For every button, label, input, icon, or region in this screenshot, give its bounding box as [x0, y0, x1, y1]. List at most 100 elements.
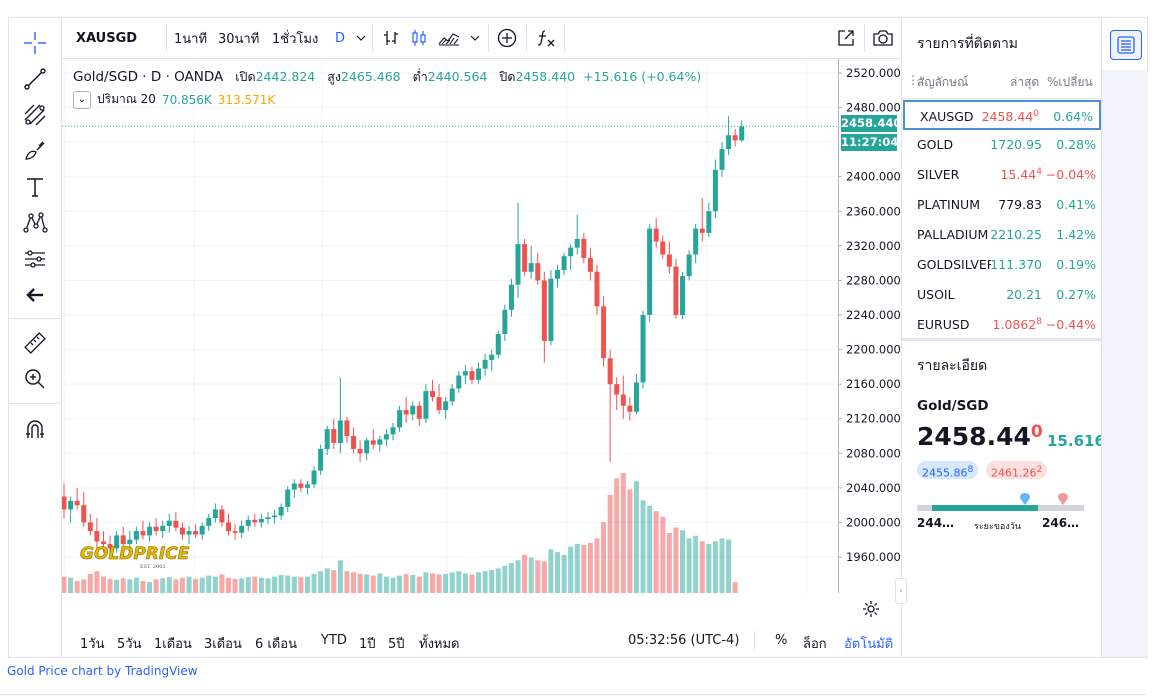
- log-scale-toggle[interactable]: ล็อก: [803, 637, 827, 652]
- volume-bar: [166, 577, 172, 593]
- auto-scale-toggle[interactable]: อัตโนมัติ: [844, 637, 894, 652]
- fib-tool-icon[interactable]: [19, 100, 51, 130]
- volume-bar: [370, 575, 376, 593]
- watchlist-last: 1.08628: [993, 317, 1042, 332]
- volume-bar: [555, 552, 560, 593]
- watchlist-symbol: GOLDSILVER: [917, 257, 991, 272]
- watchlist-row[interactable]: XAUSGD 2458.440 0.64%: [903, 100, 1101, 130]
- bars-style-icon[interactable]: [380, 18, 402, 58]
- drag-handle-icon[interactable]: ⋮: [907, 73, 919, 87]
- candle-body: [100, 541, 106, 545]
- price-tick-label: 2280.000: [846, 273, 900, 287]
- interval-1m-button[interactable]: 1นาที: [174, 31, 208, 47]
- indicators-fx-icon[interactable]: [534, 18, 558, 58]
- volume-bar: [258, 577, 264, 593]
- timezone-clock[interactable]: 05:32:56 (UTC-4): [628, 633, 740, 648]
- watchlist-toggle-icon[interactable]: [1110, 30, 1142, 60]
- tradingview-attribution-link[interactable]: Gold Price chart by TradingView: [7, 664, 198, 678]
- last-price-label: 2458.440: [841, 115, 902, 132]
- open-external-icon[interactable]: [834, 18, 858, 58]
- zoom-in-icon[interactable]: [19, 364, 51, 394]
- price-tick-label: 2480.000: [846, 101, 900, 115]
- range-1m-button[interactable]: 1เดือน: [154, 637, 192, 652]
- candle-body: [344, 420, 350, 436]
- volume-bar: [594, 538, 600, 593]
- camera-snapshot-icon[interactable]: [870, 18, 896, 58]
- watchlist-row[interactable]: GOLD 1720.95 0.28%: [902, 130, 1102, 160]
- range-5d-button[interactable]: 5วัน: [117, 637, 142, 652]
- crosshair-icon[interactable]: [19, 28, 51, 58]
- trend-line-icon[interactable]: [19, 64, 51, 94]
- legend-low-label: ต่ำ: [412, 69, 428, 84]
- watchlist-row[interactable]: SILVER 15.444 −0.04%: [902, 160, 1102, 190]
- candles-style-icon[interactable]: [408, 18, 430, 58]
- interval-1h-button[interactable]: 1ชั่วโมง: [272, 31, 319, 47]
- interval-d-button[interactable]: D: [335, 30, 346, 46]
- chart-style-dropdown-icon[interactable]: [468, 18, 482, 58]
- range-1d-button[interactable]: 1วัน: [80, 637, 105, 652]
- pattern-tool-icon[interactable]: [19, 208, 51, 238]
- candle-body: [331, 429, 337, 443]
- watchlist-row[interactable]: USOIL 20.21 0.27%: [902, 280, 1102, 310]
- volume-bar: [291, 576, 297, 593]
- watchlist-row[interactable]: PALLADIUM 2210.25 1.42%: [902, 220, 1102, 250]
- col-header-last[interactable]: ล่าสุด: [1010, 75, 1040, 89]
- range-1y-button[interactable]: 1ปี: [359, 637, 376, 652]
- collapse-panel-handle-icon[interactable]: ›: [895, 578, 907, 604]
- candle-body: [199, 525, 205, 535]
- bid-sup: 8: [967, 464, 974, 475]
- candle-body: [601, 306, 607, 359]
- col-header-change[interactable]: %เปลี่ยน: [1047, 75, 1093, 89]
- price-tick-label: 2240.000: [846, 308, 900, 322]
- area-style-icon[interactable]: [436, 18, 462, 58]
- candle-body: [74, 500, 80, 506]
- candle-body: [166, 520, 172, 526]
- panel-splitter[interactable]: [902, 338, 1102, 341]
- candle-body: [68, 500, 74, 510]
- price-tick-label: 2320.000: [846, 239, 900, 253]
- back-arrow-icon[interactable]: [19, 280, 51, 310]
- watchlist-row[interactable]: EURUSD 1.08628 −0.44%: [902, 310, 1102, 340]
- price-chart[interactable]: 2520.000 2480.000 2400.000 2360.000 2320.000…: [62, 59, 900, 593]
- magnet-icon[interactable]: [19, 414, 51, 444]
- day-range-high: 246…: [1042, 516, 1080, 530]
- text-tool-icon[interactable]: [19, 172, 51, 202]
- watchlist-row[interactable]: GOLDSILVER 111.370 0.19%: [902, 250, 1102, 280]
- range-3m-button[interactable]: 3เดือน: [204, 637, 242, 652]
- brush-icon[interactable]: [19, 136, 51, 166]
- candle-body: [278, 506, 284, 516]
- volume-bar: [429, 573, 435, 593]
- chart-pane[interactable]: 2520.000 2480.000 2400.000 2360.000 2320.000…: [62, 59, 902, 617]
- candle-body: [179, 527, 185, 535]
- candle-body: [212, 509, 218, 519]
- ruler-icon[interactable]: [19, 328, 51, 358]
- chart-settings-gear-icon[interactable]: [862, 600, 882, 620]
- volume-bar: [535, 560, 541, 593]
- measure-projection-icon[interactable]: [19, 244, 51, 274]
- candle-body: [429, 391, 435, 398]
- candle-body: [423, 391, 429, 419]
- col-header-symbol[interactable]: สัญลักษณ์: [917, 75, 969, 89]
- percent-scale-toggle[interactable]: %: [775, 633, 788, 648]
- range-all-button[interactable]: ทั้งหมด: [419, 637, 460, 652]
- range-6m-button[interactable]: 6 เดือน: [255, 637, 297, 652]
- compare-add-icon[interactable]: [494, 18, 520, 58]
- candle-body: [107, 544, 113, 549]
- volume-bar: [673, 527, 679, 593]
- volume-bar: [351, 572, 357, 593]
- volume-bar: [285, 575, 291, 593]
- candle-body: [568, 247, 574, 257]
- watchlist-row[interactable]: PLATINUM 779.83 0.41%: [902, 190, 1102, 220]
- volume-bar: [541, 561, 547, 593]
- symbol-search-button[interactable]: XAUSGD: [76, 30, 138, 46]
- candle-body: [245, 519, 251, 526]
- watchlist-last-value: 2210.25: [990, 227, 1042, 242]
- volume-bar: [482, 571, 488, 593]
- interval-30m-button[interactable]: 30นาที: [218, 31, 260, 47]
- legend-collapse-chevron-icon[interactable]: ⌄: [73, 90, 91, 109]
- volume-bar: [74, 581, 80, 593]
- range-ytd-button[interactable]: YTD: [321, 633, 347, 648]
- candle-body: [594, 271, 600, 307]
- interval-dropdown-icon[interactable]: [354, 18, 368, 58]
- range-5y-button[interactable]: 5ปี: [388, 637, 405, 652]
